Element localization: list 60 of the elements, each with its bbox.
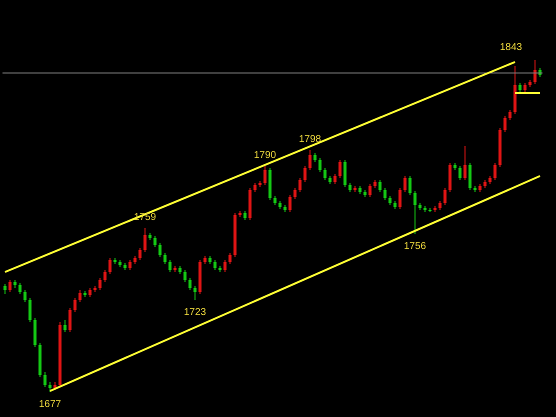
candlestick xyxy=(338,160,342,178)
candlestick xyxy=(28,298,32,322)
candlestick xyxy=(508,110,512,120)
candlestick xyxy=(144,228,146,252)
candlestick xyxy=(104,270,106,282)
candlestick xyxy=(194,286,196,300)
candlestick xyxy=(444,188,446,206)
annotation: 1723 xyxy=(184,307,207,318)
candlestick xyxy=(288,194,292,212)
annotation: 1759 xyxy=(134,212,157,223)
candlestick xyxy=(494,162,496,180)
annotation: 1798 xyxy=(298,134,322,145)
candlestick xyxy=(18,282,22,294)
candlestick xyxy=(128,260,132,270)
candlestick xyxy=(414,190,416,234)
candlestick xyxy=(68,308,72,332)
candlestick xyxy=(368,184,372,198)
candlestick xyxy=(344,160,346,188)
candlestick xyxy=(228,252,232,264)
annotation: 1756 xyxy=(404,241,427,252)
candlestick xyxy=(404,176,406,192)
candlestick xyxy=(458,166,462,180)
candlestick xyxy=(298,178,302,192)
candlestick xyxy=(334,174,336,184)
candlestick xyxy=(48,382,52,392)
candlestick xyxy=(184,270,186,282)
candlestick xyxy=(138,248,142,260)
candlestick xyxy=(308,150,312,170)
candlestick xyxy=(264,166,266,186)
candlestick xyxy=(408,176,412,196)
candlestick xyxy=(504,116,506,132)
candlestick xyxy=(224,260,226,272)
annotation: 1843 xyxy=(500,42,523,53)
candlestick xyxy=(378,180,382,192)
candlestick xyxy=(64,320,66,332)
candlestick xyxy=(78,290,82,302)
candlestick xyxy=(8,280,12,292)
candlestick xyxy=(168,260,172,272)
candlestick xyxy=(44,372,46,388)
candlestick xyxy=(24,290,26,302)
candlestick xyxy=(214,260,216,270)
candlestick xyxy=(384,188,386,200)
candlestick xyxy=(74,298,76,312)
candlestick xyxy=(294,188,296,200)
candlestick xyxy=(304,166,306,182)
annotation: 1790 xyxy=(254,150,277,161)
candlestick xyxy=(4,284,6,294)
candlestick xyxy=(464,146,466,180)
candlestick xyxy=(398,188,402,210)
candlestick xyxy=(318,158,322,172)
candlestick xyxy=(154,236,156,248)
annotation: 1677 xyxy=(38,399,62,410)
candlestick xyxy=(158,242,162,258)
candlestick xyxy=(164,252,166,264)
candlestick xyxy=(108,258,112,274)
candlestick xyxy=(534,60,536,84)
candlestick xyxy=(468,162,472,190)
candlestick xyxy=(98,278,102,290)
candlestick xyxy=(324,168,326,180)
candlestick xyxy=(188,278,192,290)
